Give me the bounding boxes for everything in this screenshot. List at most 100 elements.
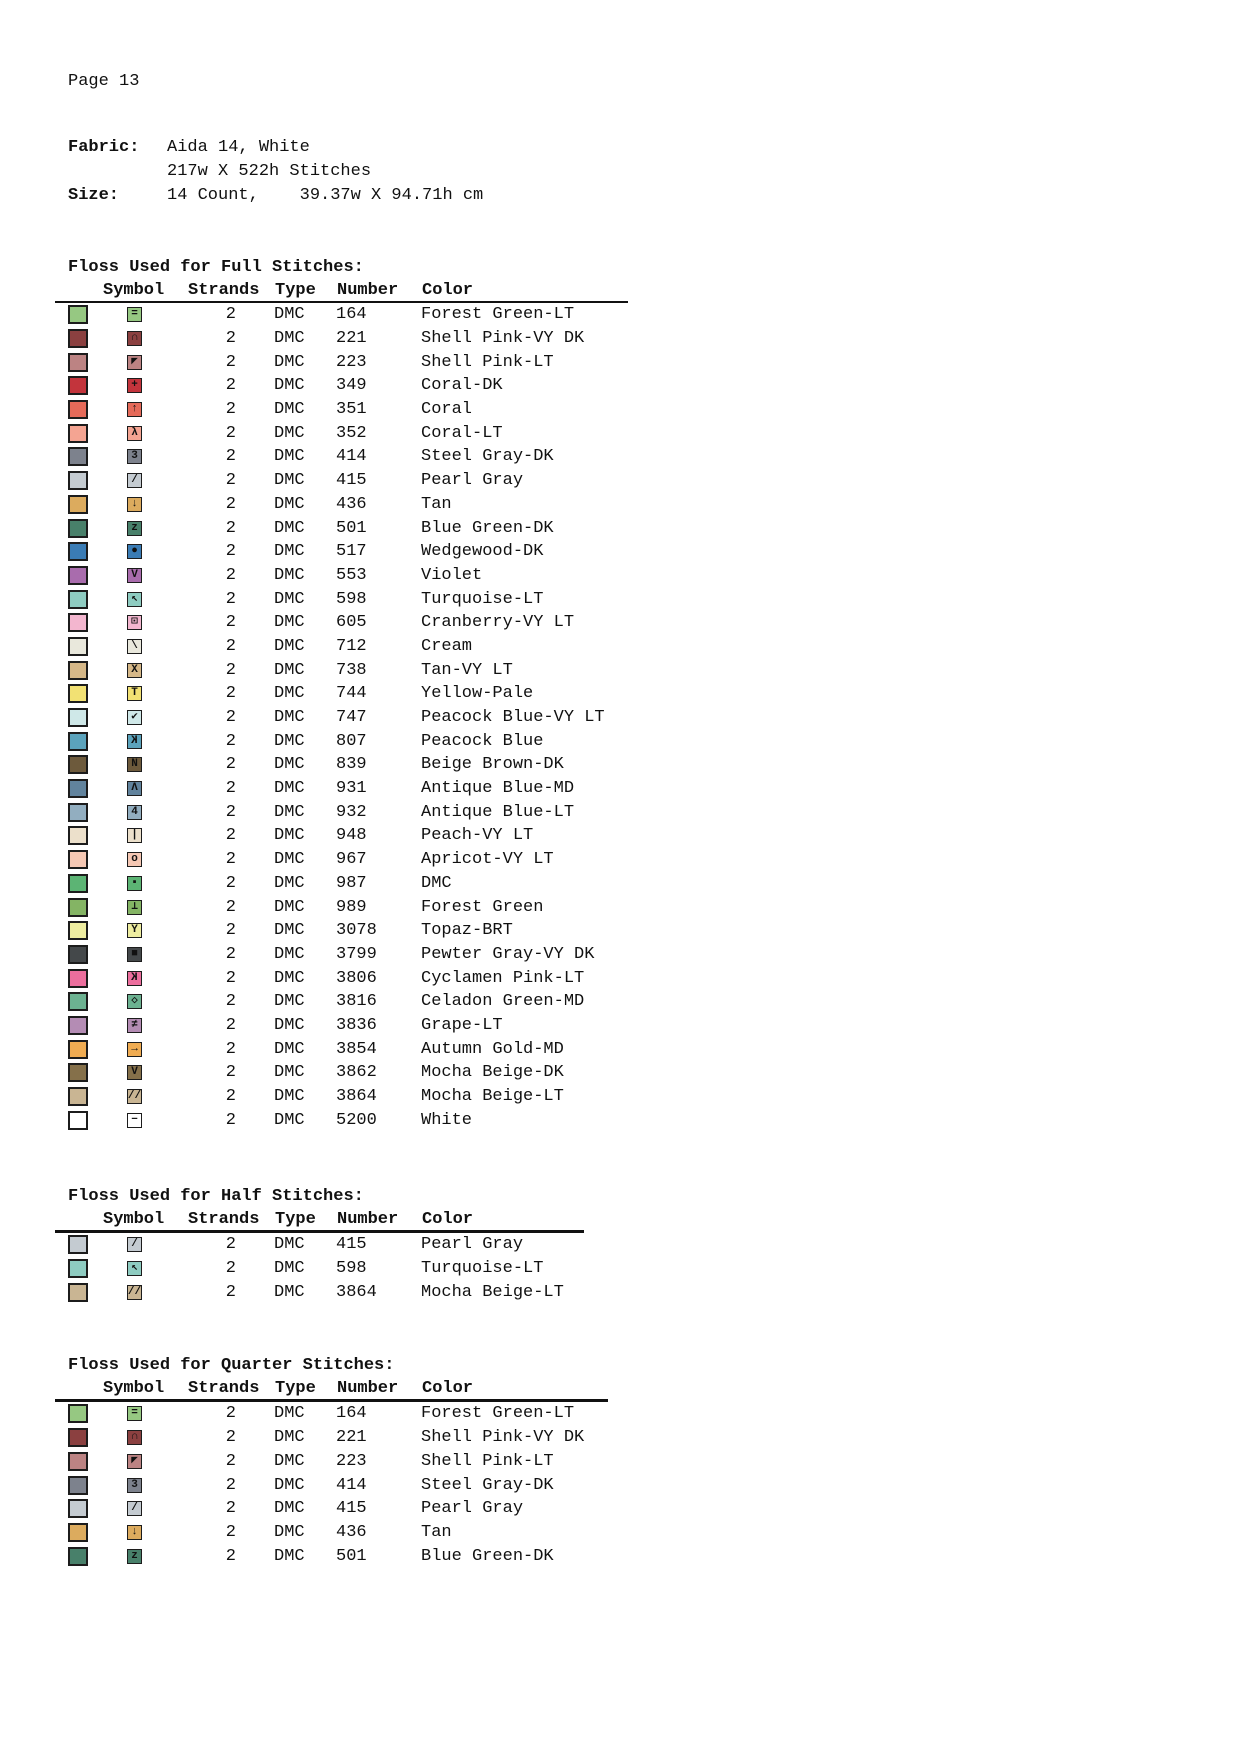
type-value: DMC [274,968,305,988]
color-name: Antique Blue-MD [421,779,575,799]
floss-row: ↓ 2 DMC 436 Tan [68,493,1240,517]
type-value: DMC [274,613,305,633]
stitch-symbol-icon: Λ [131,782,138,795]
strands-value: 2 [225,850,236,870]
color-swatch [68,1546,88,1566]
number-value: 223 [336,1451,367,1471]
type-value: DMC [274,708,305,728]
color-swatch [68,1039,88,1059]
color-swatch [68,1475,88,1495]
strands-value: 2 [225,1428,236,1448]
floss-row: = 2 DMC 164 Forest Green-LT [68,1402,1240,1426]
header-number: Number [337,281,399,300]
fabric-line: Fabric: Aida 14, White [68,136,1240,160]
symbol-cell: \ [127,638,142,654]
floss-row: / 2 DMC 415 Pearl Gray [68,469,1240,493]
color-name: Tan-VY LT [421,660,513,680]
color-swatch [68,329,88,349]
color-swatch [68,376,88,396]
color-name: Celadon Green-MD [421,992,585,1012]
color-name: Shell Pink-VY DK [421,1428,585,1448]
type-value: DMC [274,518,305,538]
symbol-cell: → [127,1041,142,1057]
size-value: 14 Count, 39.37w X 94.71h cm [167,186,484,205]
number-value: 987 [336,873,367,893]
type-value: DMC [274,1087,305,1107]
number-value: 164 [336,305,367,325]
header-rule [55,1399,608,1403]
stitch-symbol-icon: ⊥ [131,900,138,913]
half-stitches-section: Floss Used for Half Stitches: Symbol Str… [55,1187,1240,1304]
symbol-cell: = [127,1406,142,1422]
floss-row: | 2 DMC 948 Peach-VY LT [68,824,1240,848]
color-name: Cyclamen Pink-LT [421,968,585,988]
strands-value: 2 [225,1110,236,1130]
floss-row: // 2 DMC 3864 Mocha Beige-LT [68,1085,1240,1109]
type-value: DMC [274,755,305,775]
number-value: 744 [336,684,367,704]
color-swatch [68,1404,88,1424]
type-value: DMC [274,897,305,917]
floss-row: N 2 DMC 839 Beige Brown-DK [68,753,1240,777]
floss-row: Λ 2 DMC 931 Antique Blue-MD [68,777,1240,801]
stitch-symbol-icon: ≠ [131,1018,138,1031]
color-name: Tan [421,494,452,514]
stitch-symbol-icon: z [131,1549,138,1562]
color-swatch [68,1428,88,1448]
header-rule [55,301,628,303]
floss-row: ⊡ 2 DMC 605 Cranberry-VY LT [68,611,1240,635]
stitch-symbol-icon: ↖ [131,1262,138,1275]
strands-value: 2 [225,921,236,941]
number-value: 415 [336,471,367,491]
color-name: Pearl Gray [421,471,524,491]
type-value: DMC [274,921,305,941]
symbol-cell: X [127,662,142,678]
symbol-cell: ◤ [127,354,142,370]
color-name: Tan [421,1522,452,1542]
floss-row: \ 2 DMC 712 Cream [68,635,1240,659]
symbol-cell: z [127,1548,142,1564]
floss-row: X 2 DMC 738 Tan-VY LT [68,658,1240,682]
type-value: DMC [274,1499,305,1519]
type-value: DMC [274,802,305,822]
strands-value: 2 [225,1546,236,1566]
table-header: Symbol Strands Type Number Color [68,1210,1240,1230]
symbol-cell: ▪ [127,875,142,891]
strands-value: 2 [225,755,236,775]
color-name: Topaz-BRT [421,921,513,941]
strands-value: 2 [225,660,236,680]
number-value: 414 [336,447,367,467]
color-swatch [68,1087,88,1107]
color-swatch [68,802,88,822]
stitch-symbol-icon: ◤ [131,1454,138,1467]
type-value: DMC [274,660,305,680]
strands-value: 2 [225,376,236,396]
floss-row: V 2 DMC 553 Violet [68,564,1240,588]
type-value: DMC [274,352,305,372]
stitch-symbol-icon: // [127,1090,142,1103]
stitch-symbol-icon: // [127,1285,142,1298]
symbol-cell: V [127,567,142,583]
floss-row: + 2 DMC 349 Coral-DK [68,374,1240,398]
color-swatch [68,494,88,514]
type-value: DMC [274,1404,305,1424]
strands-value: 2 [225,589,236,609]
header-color: Color [422,1379,474,1399]
color-name: Steel Gray-DK [421,1475,554,1495]
floss-row: V 2 DMC 3862 Mocha Beige-DK [68,1061,1240,1085]
type-value: DMC [274,992,305,1012]
fabric-stitches-value: 217w X 522h Stitches [167,162,372,181]
strands-value: 2 [225,992,236,1012]
color-name: Turquoise-LT [421,1259,544,1279]
table-body: / 2 DMC 415 Pearl Gray ↖ 2 DMC 598 Turqu… [68,1233,1240,1304]
stitch-symbol-icon: = [131,308,138,321]
stitch-symbol-icon: K [131,734,138,747]
color-name: Cranberry-VY LT [421,613,575,633]
stitch-symbol-icon: / [131,474,138,487]
color-name: Pearl Gray [421,1235,524,1255]
number-value: 221 [336,329,367,349]
type-value: DMC [274,1282,305,1302]
stitch-symbol-icon: ↑ [131,403,138,416]
type-value: DMC [274,826,305,846]
floss-row: 4 2 DMC 932 Antique Blue-LT [68,800,1240,824]
